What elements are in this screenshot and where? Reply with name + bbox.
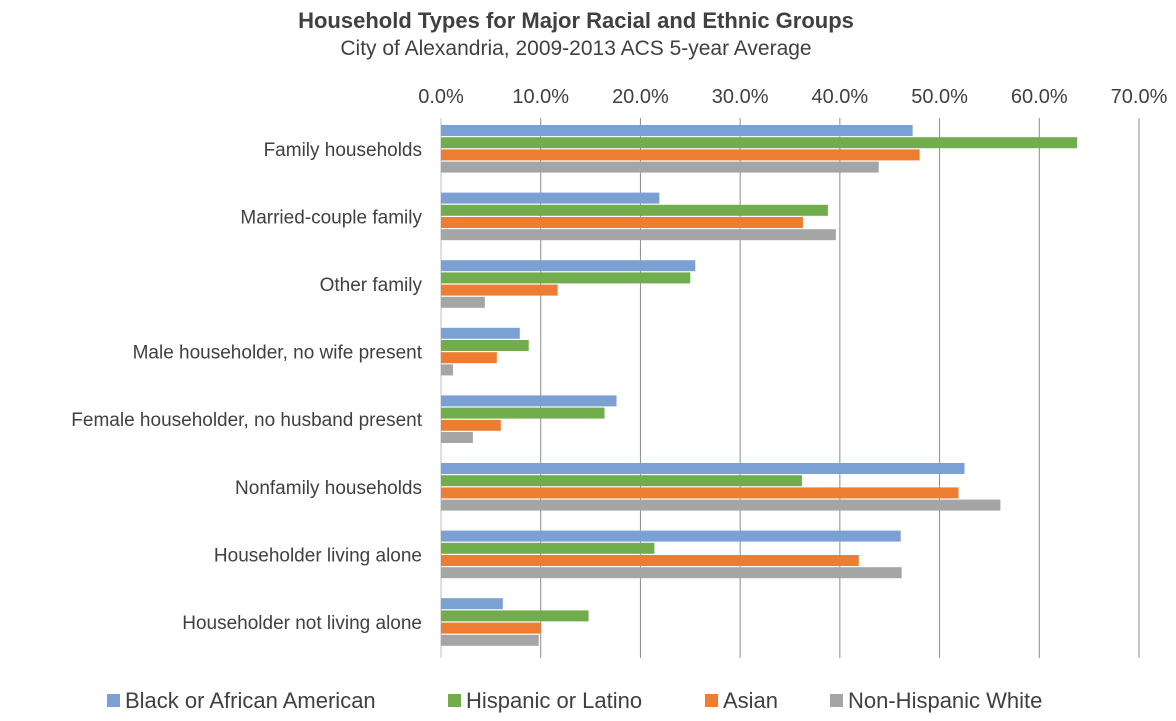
x-tick-label: 0.0% — [418, 86, 464, 108]
chart-subtitle: City of Alexandria, 2009-2013 ACS 5-year… — [340, 37, 811, 60]
bar — [441, 352, 497, 364]
bar — [441, 419, 501, 431]
legend-label: Non-Hispanic White — [848, 688, 1042, 713]
bar — [441, 622, 541, 634]
bar — [441, 542, 655, 554]
category-label: Married-couple family — [240, 207, 422, 228]
x-tick-label: 70.0% — [1111, 86, 1168, 108]
bar — [441, 567, 902, 579]
legend: Black or African American Hispanic or Lat… — [107, 688, 1042, 713]
bar — [441, 260, 696, 272]
x-axis-ticks: 0.0% 10.0% 20.0% 30.0% 40.0% 50.0% 60.0% 70.0% — [418, 86, 1167, 108]
legend-swatch — [830, 694, 843, 707]
legend-swatch — [448, 694, 461, 707]
bar — [441, 407, 605, 419]
bar — [441, 161, 879, 173]
x-tick-label: 30.0% — [712, 86, 769, 108]
legend-label: Black or African American — [125, 688, 376, 713]
bar — [441, 487, 959, 499]
bar — [441, 364, 453, 376]
bar — [441, 125, 913, 136]
category-label: Householder living alone — [214, 545, 422, 566]
bar — [441, 530, 901, 542]
bar — [441, 475, 802, 487]
bar — [441, 499, 1001, 511]
legend-swatch — [107, 694, 120, 707]
x-tick-label: 10.0% — [512, 86, 569, 108]
bar — [441, 149, 920, 161]
x-tick-label: 40.0% — [811, 86, 868, 108]
x-tick-label: 60.0% — [1011, 86, 1068, 108]
bar — [441, 204, 828, 216]
bar — [441, 555, 859, 566]
category-label: Householder not living alone — [182, 613, 422, 634]
legend-label: Hispanic or Latino — [466, 688, 642, 713]
x-tick-label: 20.0% — [612, 86, 669, 108]
bar — [441, 634, 539, 646]
chart-title: Household Types for Major Racial and Eth… — [298, 8, 854, 33]
category-label: Other family — [320, 275, 423, 296]
bar — [441, 598, 503, 610]
bars — [441, 125, 1078, 646]
bar — [441, 192, 660, 204]
category-label: Male householder, no wife present — [133, 343, 423, 364]
bar — [441, 432, 473, 443]
bar — [441, 340, 529, 351]
bar — [441, 610, 589, 622]
bar — [441, 272, 691, 284]
legend-swatch — [705, 694, 718, 707]
category-label: Nonfamily households — [235, 478, 422, 499]
bar — [441, 284, 558, 296]
category-labels: Family households Married-couple family Ot… — [71, 140, 422, 634]
legend-label: Asian — [723, 688, 778, 713]
bar — [441, 217, 803, 228]
category-label: Family households — [264, 140, 422, 161]
category-label: Female householder, no husband present — [71, 410, 422, 431]
x-tick-label: 50.0% — [911, 86, 968, 108]
bar — [441, 296, 485, 308]
bar — [441, 463, 965, 474]
bar — [441, 395, 617, 407]
bar — [441, 327, 520, 339]
bar — [441, 137, 1078, 149]
bar — [441, 229, 836, 241]
